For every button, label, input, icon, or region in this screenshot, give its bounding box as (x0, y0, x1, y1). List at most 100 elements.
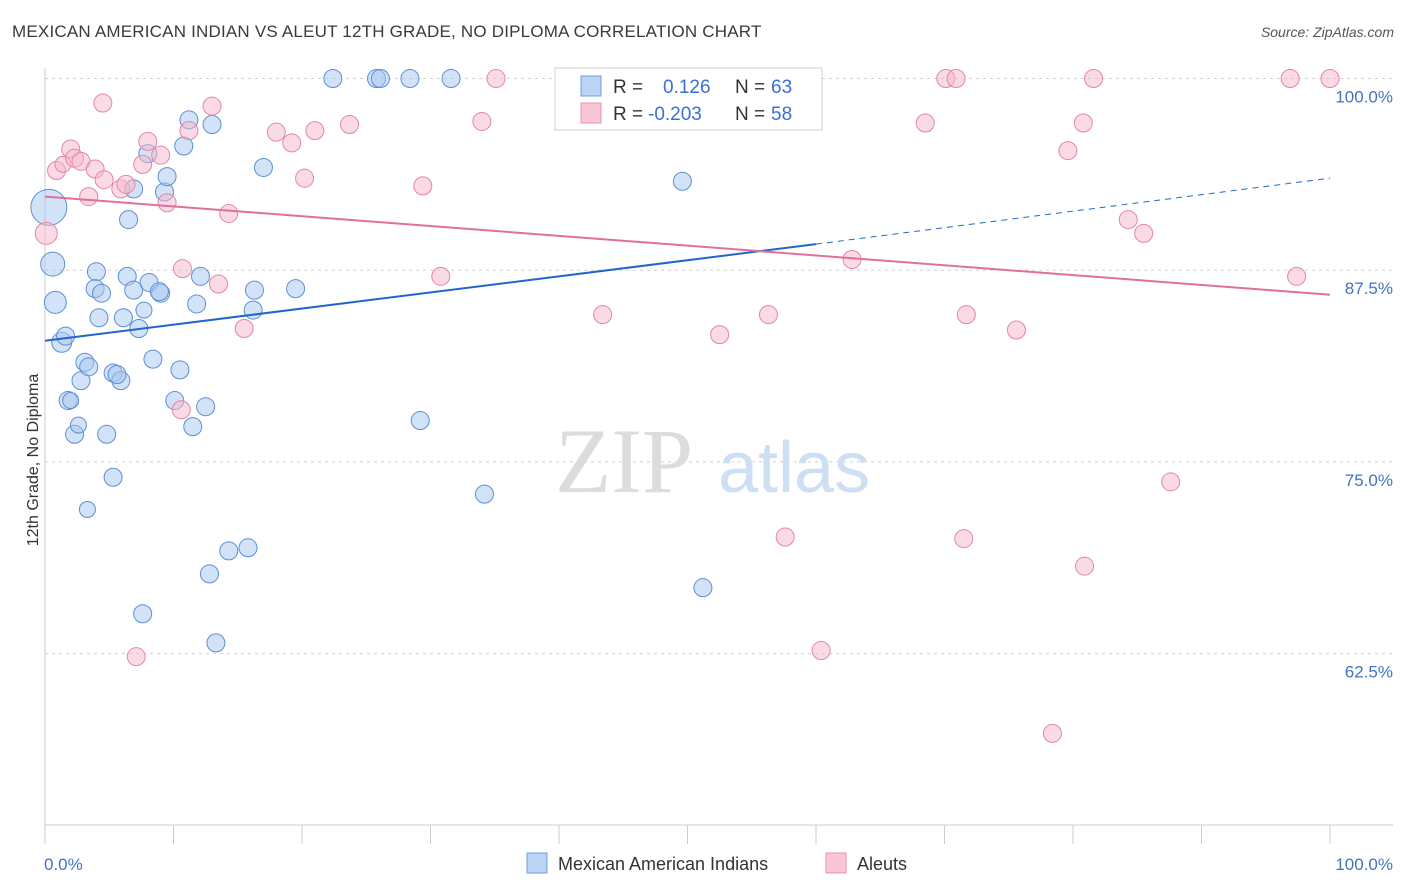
watermark: ZIP atlas (555, 410, 870, 512)
blue-data-point (56, 326, 76, 346)
blue-data-point (202, 115, 222, 135)
pink-data-point (1006, 320, 1026, 340)
pink-data-point (431, 266, 451, 286)
blue-data-point (113, 308, 133, 328)
pink-trend-line (44, 195, 1331, 296)
blue-data-point (183, 417, 203, 437)
pink-data-point (593, 305, 613, 325)
pink-data-point (208, 274, 228, 294)
blue-data-point (238, 538, 258, 558)
chart-source: Source: ZipAtlas.com (1260, 24, 1394, 40)
tick-labels: 100.0% 87.5% 75.0% 62.5% 0.0% 100.0% (44, 88, 1393, 875)
blue-data-point (400, 69, 420, 88)
pink-data-point (79, 187, 99, 207)
blue-data-point (79, 357, 99, 377)
blue-data-point (286, 279, 306, 299)
blue-data-point (62, 392, 80, 410)
blue-data-point (89, 308, 109, 328)
pink-data-point (956, 305, 976, 325)
stats-legend: R = 0.126 N = 63 R = -0.203 N = 58 (554, 67, 823, 131)
blue-data-point (143, 349, 163, 369)
blue-data-point (97, 424, 117, 444)
y-tick-label: 62.5% (1345, 663, 1393, 682)
blue-data-point (157, 167, 177, 187)
bottom-legend-label-2: Aleuts (857, 854, 907, 874)
pink-data-point (305, 121, 325, 141)
blue-data-point (92, 283, 112, 303)
blue-data-point (133, 604, 153, 624)
blue-data-point (30, 188, 68, 226)
blue-data-point (244, 280, 264, 300)
pink-data-point (915, 113, 935, 133)
bottom-legend-swatch-pink (825, 852, 847, 874)
pink-data-point (34, 221, 58, 245)
pink-data-point (1287, 266, 1307, 286)
pink-data-point (1042, 723, 1062, 743)
blue-data-point (119, 210, 139, 230)
pink-data-point (157, 193, 177, 213)
y-axis-title: 12th Grade, No Diploma (25, 374, 42, 547)
blue-data-point (43, 290, 67, 314)
blue-data-point (196, 397, 216, 417)
pink-data-point (1075, 556, 1095, 576)
blue-data-point (86, 262, 106, 282)
pink-data-point (340, 115, 360, 135)
blue-data-point (190, 266, 210, 286)
watermark-zip: ZIP (555, 410, 693, 512)
pink-data-point (775, 527, 795, 547)
pink-data-point (1058, 141, 1078, 161)
pink-data-point (234, 318, 254, 338)
pink-data-point (93, 93, 113, 113)
y-tick-label: 87.5% (1345, 279, 1393, 298)
pink-data-point (811, 641, 831, 661)
pink-data-point (413, 176, 433, 196)
y-tick-label: 75.0% (1345, 471, 1393, 490)
blue-data-point (199, 564, 219, 584)
blue-data-point (410, 410, 430, 430)
x-tick-label-min: 0.0% (44, 855, 83, 874)
blue-data-point (323, 69, 343, 88)
legend-r-label-1: R = (613, 77, 643, 98)
pink-data-point (710, 325, 730, 345)
blue-data-point (187, 294, 207, 314)
pink-data-point (1118, 210, 1138, 230)
pink-data-point (266, 122, 286, 142)
pink-data-point (758, 305, 778, 325)
pink-data-point (1161, 472, 1181, 492)
x-tick-label-max: 100.0% (1335, 855, 1393, 874)
pink-data-point (138, 131, 158, 151)
blue-data-point (78, 500, 96, 518)
blue-data-point (693, 578, 713, 598)
data-points (30, 69, 1340, 743)
pink-data-point (1073, 113, 1093, 133)
legend-n-label-2: N = (735, 104, 765, 125)
grid-lines (45, 78, 1393, 655)
pink-data-point (116, 174, 136, 194)
blue-data-point (149, 282, 169, 302)
pink-data-point (946, 69, 966, 88)
blue-data-point (672, 171, 692, 191)
y-tick-label: 100.0% (1335, 88, 1393, 107)
blue-data-point (135, 301, 153, 319)
pink-data-point (179, 121, 199, 141)
legend-swatch-blue (580, 75, 602, 97)
pink-data-point (472, 111, 492, 131)
legend-r-value-1: 0.126 (663, 77, 711, 98)
pink-data-point (486, 69, 506, 88)
blue-data-point (124, 280, 144, 300)
pink-data-point (171, 400, 191, 420)
blue-data-point (219, 541, 239, 561)
legend-r-label-2: R = (613, 104, 643, 125)
blue-data-point (170, 360, 190, 380)
blue-data-point (441, 69, 461, 88)
pink-data-point (94, 170, 114, 190)
legend-n-value-1: 63 (771, 77, 792, 98)
legend-n-value-2: 58 (771, 104, 792, 125)
pink-data-point (1320, 69, 1340, 88)
blue-data-point (103, 467, 123, 487)
pink-data-point (282, 133, 302, 153)
blue-trend-line (44, 243, 817, 342)
pink-data-point (151, 145, 171, 165)
pink-data-point (202, 96, 222, 116)
